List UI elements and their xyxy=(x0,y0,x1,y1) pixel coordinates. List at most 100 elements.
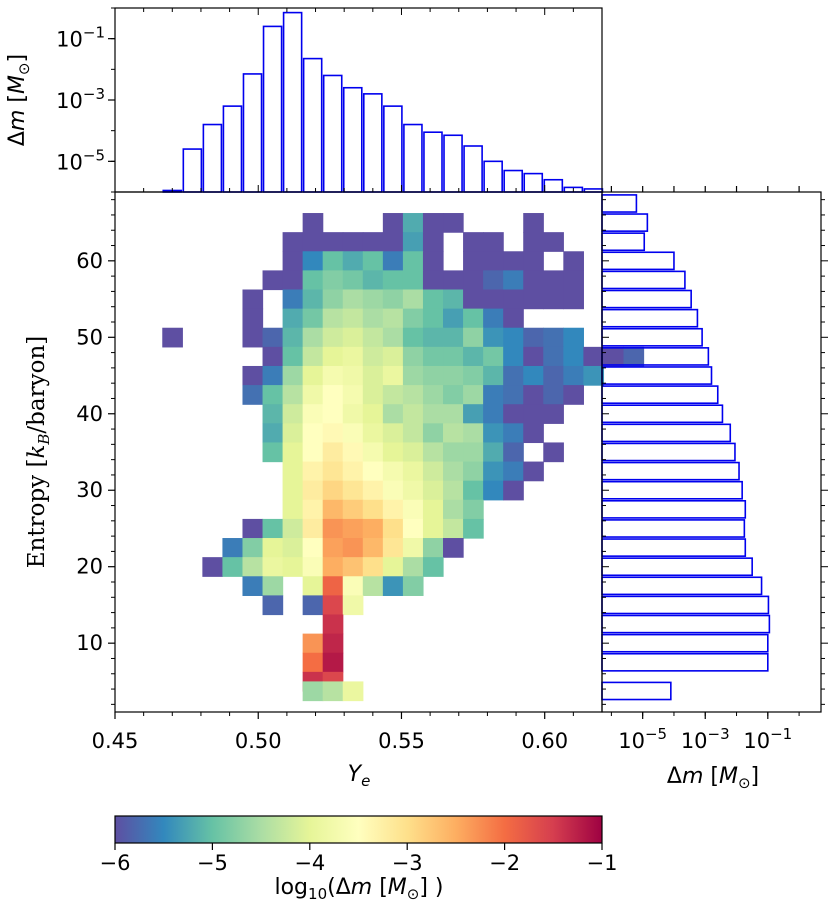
heatmap-cell xyxy=(322,595,344,616)
right-histogram-bar xyxy=(601,538,747,557)
heatmap-cell xyxy=(443,308,464,329)
heatmap-cell xyxy=(543,385,564,405)
heatmap-cell xyxy=(483,270,504,291)
heatmap-cell xyxy=(342,480,364,501)
heatmap-cell xyxy=(543,327,564,348)
heatmap-cell xyxy=(342,365,364,386)
heatmap-cell xyxy=(463,365,484,386)
heatmap-cell xyxy=(322,270,344,291)
heatmap-cell xyxy=(422,499,444,520)
right-histogram-bar xyxy=(601,404,724,424)
heatmap-cell xyxy=(463,289,484,310)
heatmap-cell xyxy=(382,557,404,577)
heatmap-cell xyxy=(302,538,324,558)
heatmap-cell xyxy=(402,404,424,424)
heatmap-cell xyxy=(523,270,544,291)
right-histogram-bar xyxy=(601,385,719,405)
heatmap-cell xyxy=(402,270,424,291)
heatmap-cell xyxy=(322,442,344,463)
heatmap-cell xyxy=(322,251,344,271)
heatmap-cell xyxy=(422,442,444,463)
heatmap-cell xyxy=(402,423,424,444)
heatmap-cell xyxy=(523,365,544,386)
heatmap-cell xyxy=(362,499,384,520)
top-histogram-bar xyxy=(302,57,323,193)
y-tick-label: 30 xyxy=(76,478,103,502)
heatmap-cell xyxy=(503,365,524,386)
heatmap-cell xyxy=(362,538,384,558)
heatmap-cell xyxy=(322,404,344,424)
heatmap-cell xyxy=(402,499,424,520)
heatmap-cell xyxy=(362,423,384,444)
top-y-tick-label: 10−3 xyxy=(56,85,105,113)
heatmap-cell xyxy=(262,442,284,463)
heatmap-cell xyxy=(322,461,344,482)
right-histogram-bar xyxy=(601,366,713,385)
heatmap-cell xyxy=(282,232,304,252)
heatmap-cell xyxy=(503,442,524,463)
top-histogram-bars xyxy=(162,11,604,193)
heatmap-cell xyxy=(282,442,304,463)
heatmap-cell xyxy=(382,346,404,367)
heatmap-cell xyxy=(422,480,444,501)
heatmap-cell xyxy=(503,327,524,348)
heatmap-cell xyxy=(322,652,344,673)
heatmap-cell xyxy=(302,518,324,539)
top-histogram-bar xyxy=(503,169,524,193)
heatmap-cell xyxy=(402,480,424,501)
heatmap-cell xyxy=(362,518,384,539)
heatmap-cell xyxy=(242,385,264,405)
right-histogram-bar xyxy=(601,213,649,232)
heatmap-cell xyxy=(523,346,544,367)
heatmap-cell xyxy=(302,576,324,596)
heatmap-cell xyxy=(443,289,464,310)
right-x-label: Δm [M⊙] xyxy=(667,764,759,792)
top-histogram-bar xyxy=(322,74,343,193)
top-histogram-bar xyxy=(222,105,243,193)
top-ticks: 10−1 10−3 10−5 xyxy=(56,7,603,193)
top-histogram-bar xyxy=(262,25,283,193)
right-histogram-bar xyxy=(601,327,703,347)
heatmap-cell xyxy=(402,251,424,271)
heatmap-cell xyxy=(262,538,284,558)
heatmap-cell xyxy=(543,289,564,310)
heatmap-cell xyxy=(322,308,344,329)
heatmap-cell xyxy=(242,557,264,577)
heatmap-cell xyxy=(523,213,544,233)
heatmap-cell xyxy=(282,538,304,558)
colorbar-gradient xyxy=(114,815,603,844)
heatmap-cell xyxy=(382,480,404,501)
heatmap-cell xyxy=(262,595,284,616)
heatmap-cell xyxy=(543,404,564,424)
heatmap-cell xyxy=(443,385,464,405)
heatmap-cell xyxy=(342,289,364,310)
heatmap-cell xyxy=(402,327,424,348)
heatmap-cell xyxy=(302,346,324,367)
heatmap-cell xyxy=(443,270,464,291)
heatmap-cell xyxy=(563,327,584,348)
heatmap-cell xyxy=(322,365,344,386)
heatmap-cell xyxy=(503,270,524,291)
heatmap-cell xyxy=(543,232,564,252)
heatmap-cell xyxy=(503,308,524,329)
heatmap-cell xyxy=(402,213,424,233)
heatmap-cell xyxy=(483,289,504,310)
heatmap-cell xyxy=(302,595,324,616)
heatmap-cell xyxy=(483,404,504,424)
heatmap-cell xyxy=(362,442,384,463)
heatmap-cell xyxy=(302,251,324,271)
heatmap-cell xyxy=(523,232,544,252)
heatmap-cell xyxy=(443,346,464,367)
heatmap-cell xyxy=(503,289,524,310)
heatmap-cell xyxy=(483,251,504,271)
heatmap-cell xyxy=(483,480,504,501)
heatmap-cell xyxy=(422,232,444,252)
heatmap-cell xyxy=(463,461,484,482)
heatmap-cell xyxy=(362,576,384,596)
heatmap-cell xyxy=(242,308,264,329)
heatmap-cell xyxy=(262,518,284,539)
heatmap-cell xyxy=(563,365,584,386)
heatmap-cell xyxy=(402,576,424,596)
heatmap-cell xyxy=(443,365,464,386)
right-histogram-bar xyxy=(601,289,692,309)
